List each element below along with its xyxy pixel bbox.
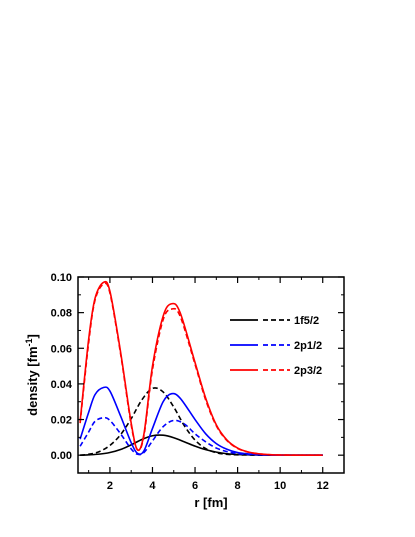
series-line-2p1-2-solid: [79, 386, 323, 456]
legend-label: 2p1/2: [294, 340, 322, 352]
x-tick-label: 10: [274, 480, 286, 492]
y-tick-label: 0.04: [51, 379, 73, 391]
plot-layer: [79, 280, 323, 456]
legend: 1f5/2 2p1/2 2p3/2: [230, 315, 322, 377]
series-line-1f5-2-dashed: [80, 387, 323, 456]
x-axis-label: r [fm]: [194, 495, 227, 510]
ticks-layer: 2 4 6 8 10 12 0.00 0.02 0.04 0.06 0.08 0.10: [51, 272, 345, 492]
y-tick-label: 0.10: [51, 272, 72, 284]
x-tick-label: 2: [107, 480, 113, 492]
plot-frame: [77, 276, 345, 474]
y-axis-label-main: density [fm: [25, 347, 40, 416]
y-axis-label: density [fm-1]: [24, 334, 40, 416]
series-line-1f5-2-solid: [80, 434, 323, 456]
x-tick-label: 8: [235, 480, 241, 492]
legend-label: 1f5/2: [294, 315, 319, 327]
y-tick-label: 0.02: [51, 415, 72, 427]
series-line-2p1-2-dashed: [79, 416, 323, 456]
y-axis-label-exponent: -1: [24, 338, 34, 346]
x-tick-label: 12: [317, 480, 329, 492]
x-tick-label: 6: [192, 480, 198, 492]
x-tick-label: 4: [149, 480, 156, 492]
series-line-2p3-2-dashed: [79, 282, 323, 456]
legend-label: 2p3/2: [294, 365, 322, 377]
y-tick-label: 0.08: [51, 308, 72, 320]
y-axis-label-close: ]: [25, 334, 40, 338]
y-tick-label: 0.00: [51, 450, 72, 462]
y-tick-label: 0.06: [51, 343, 72, 355]
